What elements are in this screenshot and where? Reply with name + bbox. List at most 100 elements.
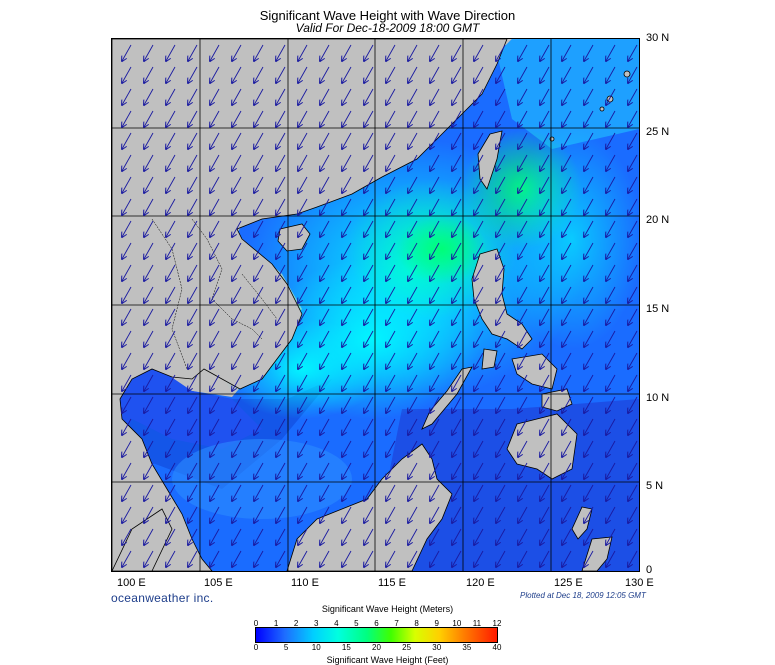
wave-arrow: [518, 66, 528, 83]
wave-arrow: [276, 484, 286, 501]
wave-arrow: [606, 88, 616, 105]
wave-arrow: [474, 264, 484, 281]
wave-arrow: [562, 418, 572, 435]
wave-arrow: [320, 374, 330, 391]
wave-arrow: [320, 198, 330, 215]
wave-arrow: [584, 176, 594, 193]
wave-arrow: [386, 330, 396, 347]
wave-arrow: [144, 418, 154, 435]
wave-arrow: [364, 66, 374, 83]
wave-arrow: [364, 550, 374, 567]
wave-arrow: [452, 396, 462, 413]
wave-arrow: [254, 440, 264, 457]
wave-arrow: [606, 198, 616, 215]
wave-arrow: [320, 88, 330, 105]
wave-arrow: [364, 88, 374, 105]
wave-arrow: [188, 242, 198, 259]
colorbar-meter-tick: 11: [472, 619, 482, 628]
wave-arrow: [166, 44, 176, 61]
wave-arrow: [210, 462, 220, 479]
wave-arrow: [232, 66, 242, 83]
wave-arrow: [166, 286, 176, 303]
wave-arrow: [254, 132, 264, 149]
colorbar-meter-tick: 4: [334, 619, 339, 628]
wave-arrow: [320, 528, 330, 545]
wave-arrow: [606, 550, 616, 567]
wave-arrow: [210, 374, 220, 391]
wave-arrow: [276, 440, 286, 457]
wave-arrow: [408, 374, 418, 391]
wave-arrow: [342, 462, 352, 479]
wave-arrow: [584, 506, 594, 523]
wave-arrow: [342, 528, 352, 545]
wave-arrow: [474, 66, 484, 83]
wave-arrow: [210, 44, 220, 61]
wave-arrow: [320, 264, 330, 281]
wave-arrow: [408, 132, 418, 149]
wave-arrow: [430, 462, 440, 479]
wave-arrow: [496, 44, 506, 61]
wave-arrow: [342, 66, 352, 83]
lon-label-100e: 100 E: [117, 577, 146, 589]
wave-arrow: [320, 330, 330, 347]
wave-arrow: [144, 352, 154, 369]
wave-arrow: [606, 44, 616, 61]
wave-arrow: [606, 418, 616, 435]
wave-arrow: [342, 88, 352, 105]
wave-arrow: [430, 220, 440, 237]
colorbar-meter-tick: 12: [492, 619, 502, 628]
wave-arrow: [144, 198, 154, 215]
wave-arrow: [628, 462, 638, 479]
wave-arrow: [408, 154, 418, 171]
wave-arrow: [298, 352, 308, 369]
wave-arrow: [628, 88, 638, 105]
wave-arrow: [320, 352, 330, 369]
wave-arrow: [298, 110, 308, 127]
wave-arrow: [518, 440, 528, 457]
wave-arrow: [166, 242, 176, 259]
wave-arrow: [188, 528, 198, 545]
wave-arrow: [386, 528, 396, 545]
wave-arrow: [276, 550, 286, 567]
wave-arrow: [122, 352, 132, 369]
wave-arrow: [584, 132, 594, 149]
wave-arrow: [320, 550, 330, 567]
wave-arrow: [386, 418, 396, 435]
wave-arrow: [562, 110, 572, 127]
wave-arrow: [408, 286, 418, 303]
wave-arrow: [364, 330, 374, 347]
wave-arrow: [584, 110, 594, 127]
wave-arrow: [188, 308, 198, 325]
wave-arrow: [430, 88, 440, 105]
wave-arrow: [276, 330, 286, 347]
wave-arrow: [430, 308, 440, 325]
wave-arrow: [144, 154, 154, 171]
wave-arrow: [232, 506, 242, 523]
wave-arrow: [144, 550, 154, 567]
wave-arrow: [540, 396, 550, 413]
wave-arrow: [386, 352, 396, 369]
wave-arrow: [232, 308, 242, 325]
wave-arrow: [364, 110, 374, 127]
wave-arrow: [144, 484, 154, 501]
wave-arrow: [276, 418, 286, 435]
wave-arrow: [166, 528, 176, 545]
wave-arrow: [584, 484, 594, 501]
map-subtitle: Valid For Dec-18-2009 18:00 GMT: [295, 21, 480, 35]
wave-arrow: [342, 264, 352, 281]
wave-arrow: [540, 242, 550, 259]
wave-arrow: [474, 132, 484, 149]
wave-arrow: [320, 44, 330, 61]
wave-arrow: [584, 44, 594, 61]
wave-arrow: [342, 396, 352, 413]
wave-arrow: [254, 198, 264, 215]
wave-arrow: [430, 176, 440, 193]
wave-arrow: [364, 396, 374, 413]
lat-label-20n: 20 N: [646, 214, 670, 226]
wave-arrow: [628, 484, 638, 501]
wave-arrow: [298, 44, 308, 61]
wave-arrow: [408, 396, 418, 413]
wave-arrow: [320, 308, 330, 325]
wave-arrow: [474, 176, 484, 193]
wave-arrow: [364, 264, 374, 281]
